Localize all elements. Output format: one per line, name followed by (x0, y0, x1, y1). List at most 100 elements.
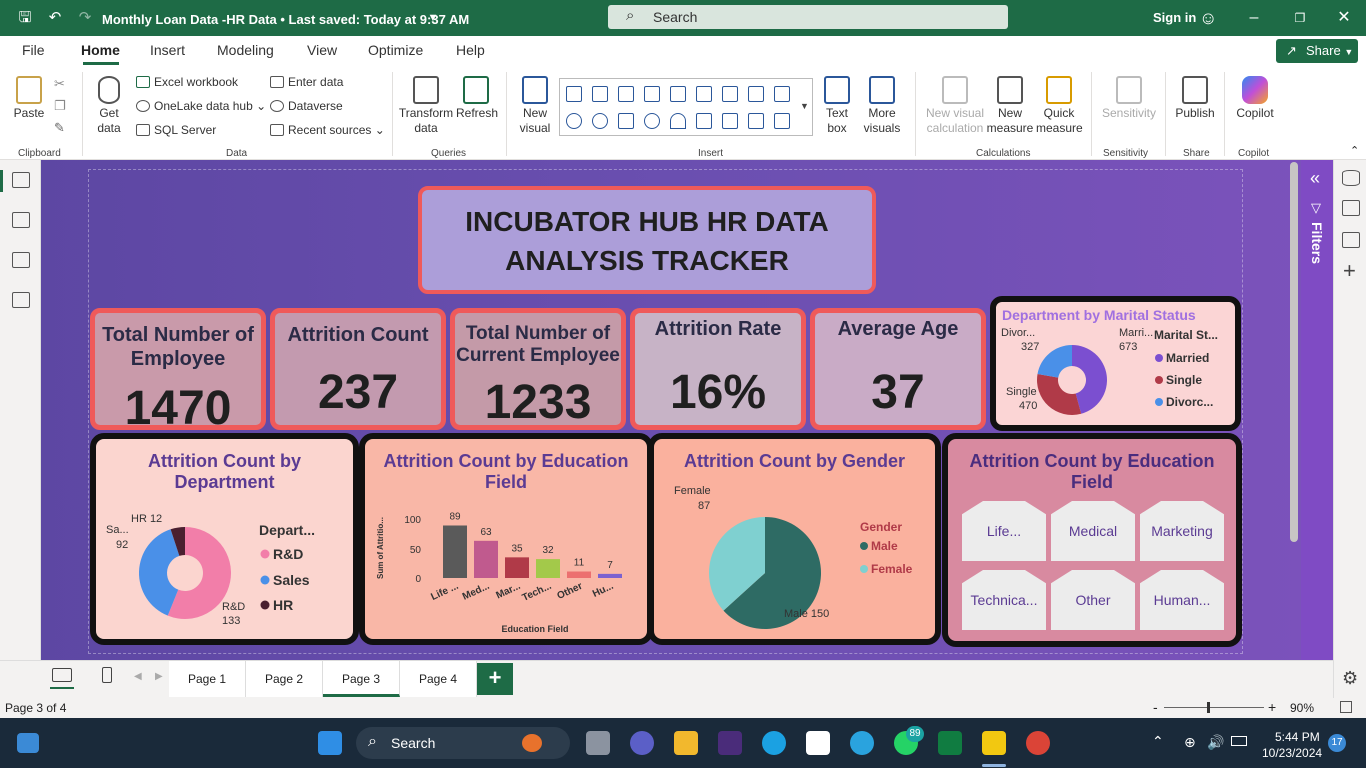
snipping-tool-icon[interactable] (718, 731, 742, 755)
map-icon[interactable] (644, 113, 660, 129)
donut-chart-icon[interactable] (592, 113, 608, 129)
stacked-bar-icon[interactable] (566, 86, 582, 102)
bar[interactable] (505, 557, 529, 578)
legend-hr[interactable]: HR (273, 597, 293, 613)
telegram-icon[interactable] (850, 731, 874, 755)
recent-sources-button[interactable]: Recent sources ⌄ (270, 123, 385, 137)
kpi-card-total-employees[interactable]: Total Number of Employee 1470 (90, 308, 266, 430)
format-painter-icon[interactable]: ✎ (54, 120, 65, 135)
undo-icon[interactable]: ↶ (48, 9, 62, 26)
legend-married[interactable]: Married (1166, 351, 1209, 365)
matrix-icon[interactable] (774, 113, 790, 129)
legend-divorced[interactable]: Divorc... (1166, 395, 1213, 409)
slicer-item-marketing[interactable]: Marketing (1140, 501, 1224, 561)
excel-workbook-button[interactable]: Excel workbook (136, 75, 238, 89)
slicer-item-technical[interactable]: Technica... (962, 570, 1046, 630)
collapse-ribbon-icon[interactable]: ⌃ (1350, 145, 1360, 157)
account-icon[interactable]: ☺ (1199, 8, 1218, 28)
table-view-icon[interactable] (12, 212, 30, 228)
widgets-icon[interactable] (17, 733, 39, 753)
copilot-button[interactable]: Copilot (1232, 76, 1278, 121)
gauge-icon[interactable] (670, 113, 686, 129)
marital-status-card[interactable]: Department by Marital Status Divor... 32… (990, 296, 1241, 431)
slice-married[interactable] (1072, 345, 1107, 414)
100-column-icon[interactable] (696, 86, 712, 102)
volume-icon[interactable]: 🔊 (1207, 734, 1225, 750)
add-pane-icon[interactable]: + (1343, 258, 1356, 283)
bar[interactable] (598, 573, 622, 578)
get-data-button[interactable]: Get data (90, 76, 128, 136)
report-view-icon[interactable] (12, 172, 30, 188)
sensitivity-button[interactable]: Sensitivity (1100, 76, 1158, 121)
language-icon[interactable]: ⊕ (1184, 734, 1196, 750)
report-canvas[interactable]: INCUBATOR HUB HR DATA ANALYSIS TRACKER T… (41, 160, 1301, 660)
battery-icon[interactable] (1231, 736, 1247, 746)
prev-page-icon[interactable]: ◀ (134, 671, 142, 682)
education-slicer-card[interactable]: Attrition Count by Education Field Life.… (942, 433, 1242, 647)
legend-single[interactable]: Single (1166, 373, 1202, 387)
kpi-card-current-employees[interactable]: Total Number of Current Employee 1233 (450, 308, 626, 430)
save-icon[interactable]: 🖫 (18, 9, 32, 26)
slicer-item-life-sciences[interactable]: Life... (962, 501, 1046, 561)
attrition-by-education-bar-card[interactable]: Attrition Count by Education Field Sum o… (359, 433, 653, 645)
clustered-bar-icon[interactable] (618, 86, 634, 102)
100-bar-icon[interactable] (670, 86, 686, 102)
mobile-layout-icon[interactable] (102, 667, 112, 683)
zoom-in-button[interactable]: + (1268, 699, 1277, 715)
clock-date[interactable]: 10/23/2024 (1262, 746, 1323, 760)
tab-view[interactable]: View (307, 42, 338, 58)
bar[interactable] (567, 571, 591, 578)
settings-gear-icon[interactable]: ⚙ (1342, 668, 1359, 688)
store-icon[interactable] (806, 731, 830, 755)
windows-start-icon[interactable] (318, 731, 342, 755)
tab-home[interactable]: Home (81, 42, 120, 58)
slicer-item-medical[interactable]: Medical (1051, 501, 1135, 561)
taskbar-search[interactable]: ⌕ Search (356, 727, 570, 759)
canvas-scrollbar[interactable] (1290, 162, 1298, 542)
next-page-icon[interactable]: ▶ (155, 671, 163, 682)
new-visual-button[interactable]: New visual (516, 76, 554, 136)
add-page-button[interactable]: + (477, 663, 513, 695)
visualizations-pane-icon[interactable] (1342, 232, 1360, 248)
collapse-filters-icon[interactable]: « (1310, 168, 1321, 188)
legend-rd[interactable]: R&D (273, 546, 303, 562)
gallery-expand-icon[interactable]: ▼ (800, 101, 809, 111)
restore-button[interactable]: ❐ (1294, 11, 1306, 25)
legend-female[interactable]: Female (871, 562, 913, 576)
transform-data-button[interactable]: Transform data (398, 76, 454, 136)
filters-label[interactable]: Filters (1309, 222, 1325, 265)
legend-male[interactable]: Male (871, 539, 898, 553)
sign-in-link[interactable]: Sign in (1153, 10, 1197, 25)
bar[interactable] (474, 540, 498, 578)
line-chart-icon[interactable] (722, 86, 738, 102)
treemap-icon[interactable] (618, 113, 634, 129)
page-tab-4[interactable]: Page 4 (400, 661, 477, 697)
share-button[interactable]: ↗ Share ▼ (1276, 39, 1358, 63)
attrition-by-gender-card[interactable]: Attrition Count by Gender Female 87 Male… (648, 433, 941, 645)
fit-to-page-icon[interactable] (1340, 701, 1352, 713)
close-button[interactable]: ✕ (1337, 9, 1351, 26)
ribbon-chart-icon[interactable] (774, 86, 790, 102)
slicer-item-other[interactable]: Other (1051, 570, 1135, 630)
refresh-button[interactable]: Refresh (456, 76, 498, 121)
report-title-card[interactable]: INCUBATOR HUB HR DATA ANALYSIS TRACKER (418, 186, 876, 294)
zoom-out-button[interactable]: - (1153, 699, 1158, 715)
more-visuals-button[interactable]: More visuals (858, 76, 906, 136)
slice-hr[interactable] (170, 527, 185, 556)
chevron-down-icon[interactable]: ▼ (427, 12, 439, 24)
dataverse-button[interactable]: Dataverse (270, 99, 343, 113)
tab-optimize[interactable]: Optimize (368, 42, 424, 58)
quick-measure-button[interactable]: Quick measure (1036, 76, 1083, 136)
redo-icon[interactable]: ↷ (78, 9, 92, 26)
notification-badge[interactable]: 17 (1328, 734, 1346, 752)
clustered-column-icon[interactable] (644, 86, 660, 102)
bar[interactable] (536, 559, 560, 578)
enter-data-button[interactable]: Enter data (270, 75, 343, 89)
attrition-by-department-card[interactable]: Attrition Count by Department HR 12 Sa..… (90, 433, 359, 645)
excel-icon[interactable] (938, 731, 962, 755)
publish-button[interactable]: Publish (1174, 76, 1216, 121)
chrome-icon[interactable] (1026, 731, 1050, 755)
desktop-layout-icon[interactable] (52, 668, 72, 682)
slice-male[interactable] (723, 517, 821, 629)
search-input[interactable]: ⌕ Search (608, 5, 1008, 29)
